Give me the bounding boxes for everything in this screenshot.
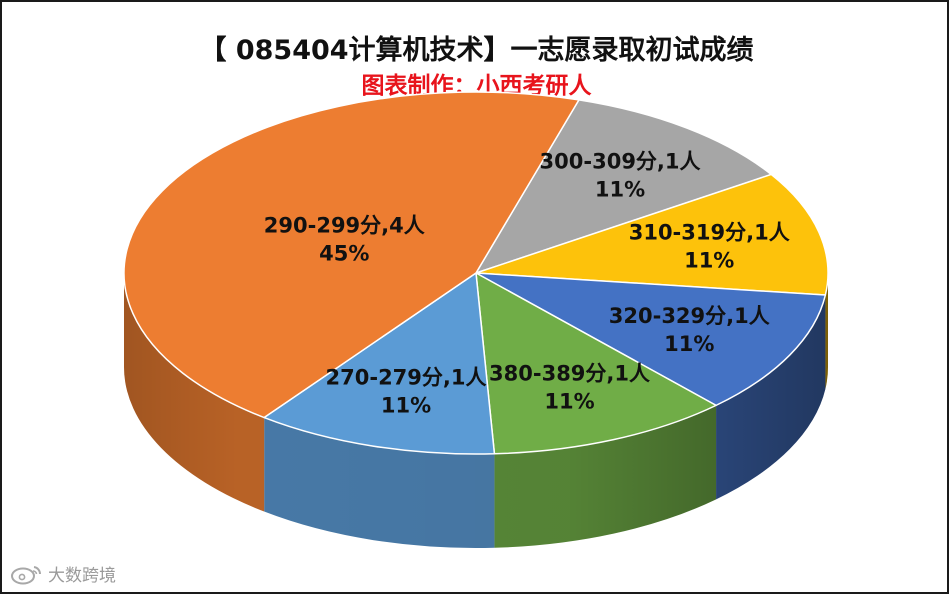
data-label-range: 380-389分,1人 xyxy=(489,361,650,385)
data-label-range: 270-279分,1人 xyxy=(326,366,487,390)
data-label-percent: 45% xyxy=(319,241,369,265)
data-label-percent: 11% xyxy=(684,248,734,272)
data-label-range: 320-329分,1人 xyxy=(609,304,770,328)
watermark-text: 大数跨境 xyxy=(48,566,116,586)
data-label-310-319: 310-319分,1人 11% xyxy=(629,220,790,272)
data-label-range: 290-299分,4人 xyxy=(264,213,425,237)
slice-380-389 xyxy=(475,272,717,455)
slice-300-309 xyxy=(475,99,772,274)
chart-title: 【 085404计算机技术】一志愿录取初试成绩 xyxy=(199,35,754,66)
data-label-380-389: 380-389分,1人 11% xyxy=(489,361,650,413)
data-label-range: 300-309分,1人 xyxy=(540,150,701,174)
data-label-percent: 11% xyxy=(595,178,645,202)
data-label-320-329: 320-329分,1人 11% xyxy=(609,304,770,356)
data-label-percent: 11% xyxy=(664,332,714,356)
slice-290-299 xyxy=(123,91,580,419)
data-label-percent: 11% xyxy=(544,389,594,413)
data-label-290-299: 290-299分,4人 45% xyxy=(264,213,425,265)
weibo-icon xyxy=(11,565,42,584)
watermark: 大数跨境 xyxy=(10,561,116,586)
data-label-range: 310-319分,1人 xyxy=(629,220,790,244)
data-label-300-309: 300-309分,1人 11% xyxy=(540,150,701,202)
slice-270-279 xyxy=(263,272,496,455)
slice-310-319 xyxy=(475,173,829,296)
data-label-270-279: 270-279分,1人 11% xyxy=(326,366,487,418)
slice-320-329 xyxy=(475,272,827,407)
data-label-percent: 11% xyxy=(381,394,431,418)
